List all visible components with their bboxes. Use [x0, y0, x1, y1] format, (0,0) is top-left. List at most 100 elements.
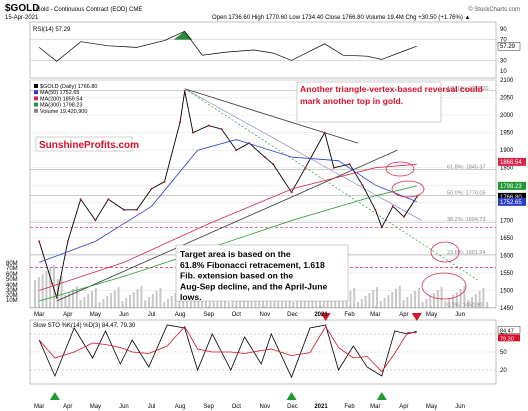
volume-bar [174, 293, 177, 308]
volume-bar [368, 293, 371, 308]
price-tick-label: 1700 [500, 218, 514, 224]
price-point [135, 208, 138, 211]
stochastic-markers [49, 313, 422, 400]
x-axis-label-bottom: Jun [119, 404, 129, 410]
volume-bar [186, 301, 188, 308]
chart-symbol: $GOLD [5, 3, 39, 14]
time-axis: Mar Mar Apr Apr May May Jun Jun Jul Jul Aug Aug Sep S… [34, 306, 465, 410]
x-axis-label-bottom: Nov [260, 404, 271, 410]
volume-bar [448, 298, 451, 308]
trendlines [56, 88, 478, 302]
price-axis: 2100205020001950190018501800175017001650… [6, 78, 514, 312]
x-axis-label-bottom: Feb [344, 404, 355, 410]
target-circle-1 [421, 272, 467, 300]
volume-bar [98, 302, 101, 308]
stoch-tick-label: 50 [500, 350, 507, 356]
stoch-k-value: 84.47 [500, 328, 514, 334]
volume-tick-label: 10M [6, 298, 18, 304]
volume-bar [277, 297, 280, 308]
volume-bar [444, 301, 447, 308]
x-axis-label-bottom: May [426, 404, 437, 410]
price-point [220, 128, 223, 131]
rsi-panel: RSI(14) 57.29 [29, 21, 497, 79]
rsi-label: RSI(14) 57.29 [33, 27, 71, 33]
buy-arrow [376, 392, 387, 400]
price-point [348, 163, 351, 166]
volume-bar [170, 296, 173, 308]
volume-bar [235, 296, 238, 308]
volume-bar [478, 291, 481, 308]
rsi-scale: 90 70 30 10 57.29 [30, 27, 521, 75]
legend-entry: MA(300) 1798.23 [40, 103, 83, 109]
buy-arrow [49, 392, 60, 400]
price-tag-value: 1866.54 [500, 160, 522, 166]
x-axis-label-top: Mar [34, 312, 44, 318]
stoch-label: Slow STO %K(14) %D(3) 84.47, 79.30 [33, 323, 136, 329]
price-point [163, 180, 166, 183]
volume-bar [167, 299, 169, 308]
price-point [51, 282, 54, 285]
volume-bar [34, 280, 36, 308]
price-point [207, 124, 210, 127]
volume-bar [425, 299, 428, 308]
price-point [38, 240, 41, 243]
volume-bar [75, 286, 78, 308]
volume-bar [45, 271, 48, 308]
legend-entry: MA(50) 1752.65 [40, 90, 79, 96]
price-tag-value: 1752.65 [500, 200, 522, 206]
price-point [290, 191, 293, 194]
volume-bar [106, 296, 109, 308]
volume-bar [455, 292, 458, 308]
x-axis-label-top: Jun [455, 312, 465, 318]
volume-bar [360, 299, 363, 308]
volume-bar [151, 294, 154, 308]
price-point [122, 208, 125, 211]
volume-bar [440, 287, 443, 308]
volume-bar [372, 290, 375, 308]
fib-level-label: 0.0%: 1450.90 [447, 303, 482, 309]
x-axis-label-top: Apr [399, 312, 408, 318]
volume-bar [398, 286, 401, 308]
stoch-d-line [38, 325, 417, 373]
volume-bar [429, 296, 432, 308]
legend-swatch [34, 108, 38, 113]
price-point [79, 198, 82, 201]
price-tick-label: 2050 [500, 96, 514, 102]
price-point [150, 187, 153, 190]
bottom-note-box [175, 244, 349, 302]
rsi-tick-label: 10 [500, 69, 507, 75]
volume-bar [102, 299, 105, 308]
legend-swatch [34, 90, 38, 95]
x-axis-label-bottom: Aug [175, 404, 186, 410]
volume-bar [383, 298, 386, 308]
price-point [323, 131, 326, 134]
volume-tick-label: 30M [6, 288, 18, 294]
volume-bar [315, 301, 318, 308]
volume-bar [436, 290, 439, 308]
volume-tick-label: 20M [6, 293, 18, 299]
fib-level-label: 50.0%: 1770.05 [447, 191, 486, 197]
price-point [380, 226, 383, 229]
volume-bar [474, 294, 477, 308]
price-tag-value: 1798.23 [500, 184, 522, 190]
volume-bar [140, 286, 143, 308]
volume-bar [486, 302, 489, 308]
volume-bar [379, 301, 382, 308]
target-circle-2 [430, 241, 460, 263]
x-axis-label-bottom: Oct [232, 404, 242, 410]
series-line-ma-300 [39, 185, 417, 302]
x-axis-label-bottom: Apr [63, 404, 72, 410]
x-axis-label-bottom: Jul [148, 404, 156, 410]
volume-bar [395, 289, 397, 308]
volume-bar [406, 297, 409, 308]
stoch-d-tag-box [498, 334, 520, 342]
price-point [183, 89, 186, 92]
volume-bar [341, 297, 344, 308]
volume-bar [414, 291, 416, 308]
x-axis-label-top: Feb [344, 312, 355, 318]
top-note-box [296, 81, 442, 123]
volume-bar [159, 288, 162, 308]
volume-bar [163, 302, 166, 308]
